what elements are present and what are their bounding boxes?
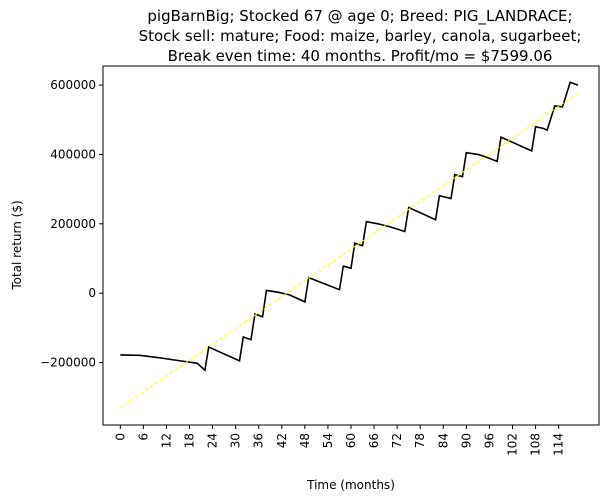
x-tick-label: 18 [183, 433, 197, 448]
x-tick-label: 78 [413, 433, 427, 448]
x-tick-label: 90 [459, 433, 473, 448]
x-tick-label: 102 [505, 433, 519, 456]
x-tick-label: 54 [321, 433, 335, 448]
title-line-1: pigBarnBig; Stocked 67 @ age 0; Breed: P… [147, 7, 572, 26]
y-tick-label: 0 [88, 286, 96, 300]
x-tick-label: 114 [552, 433, 566, 456]
y-tick-label: 400000 [50, 147, 96, 161]
x-tick-label: 36 [252, 433, 266, 448]
y-axis-label: Total return ($) [10, 200, 24, 290]
title-line-2: Stock sell: mature; Food: maize, barley,… [139, 27, 582, 45]
x-tick-label: 48 [298, 433, 312, 448]
x-tick-label: 42 [275, 433, 289, 448]
plot-frame [102, 65, 600, 426]
tick-layer: 0 6 12 18 24 30 36 42 48 54 60 66 72 78 84 90 96 102 108 11… [40, 78, 566, 456]
x-tick-label: 6 [136, 433, 150, 441]
y-tick-label: 200000 [50, 217, 96, 231]
title-line-3: Break even time: 40 months. Profit/mo = … [168, 47, 553, 65]
x-tick-label: 12 [159, 433, 173, 448]
x-tick-label: 60 [344, 433, 358, 448]
x-axis-label: Time (months) [306, 478, 395, 492]
x-tick-label: 108 [529, 433, 543, 456]
x-tick-label: 24 [206, 433, 220, 448]
x-tick-label: 72 [390, 433, 404, 448]
y-tick-label: −200000 [40, 356, 96, 370]
x-tick-label: 66 [367, 433, 381, 448]
x-tick-label: 84 [436, 433, 450, 448]
trend-line [120, 92, 579, 409]
x-tick-label: 0 [113, 433, 127, 441]
x-tick-label: 96 [482, 433, 496, 448]
series-layer [120, 81, 579, 409]
y-tick-label: 600000 [50, 78, 96, 92]
x-tick-label: 30 [229, 433, 243, 448]
chart-title: pigBarnBig; Stocked 67 @ age 0; Breed: P… [139, 7, 582, 65]
total-return-line [120, 81, 579, 372]
